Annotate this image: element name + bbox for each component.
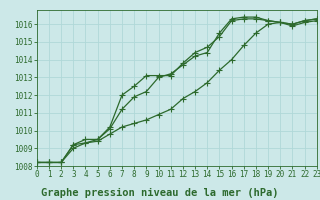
Text: Graphe pression niveau de la mer (hPa): Graphe pression niveau de la mer (hPa) [41,188,279,198]
